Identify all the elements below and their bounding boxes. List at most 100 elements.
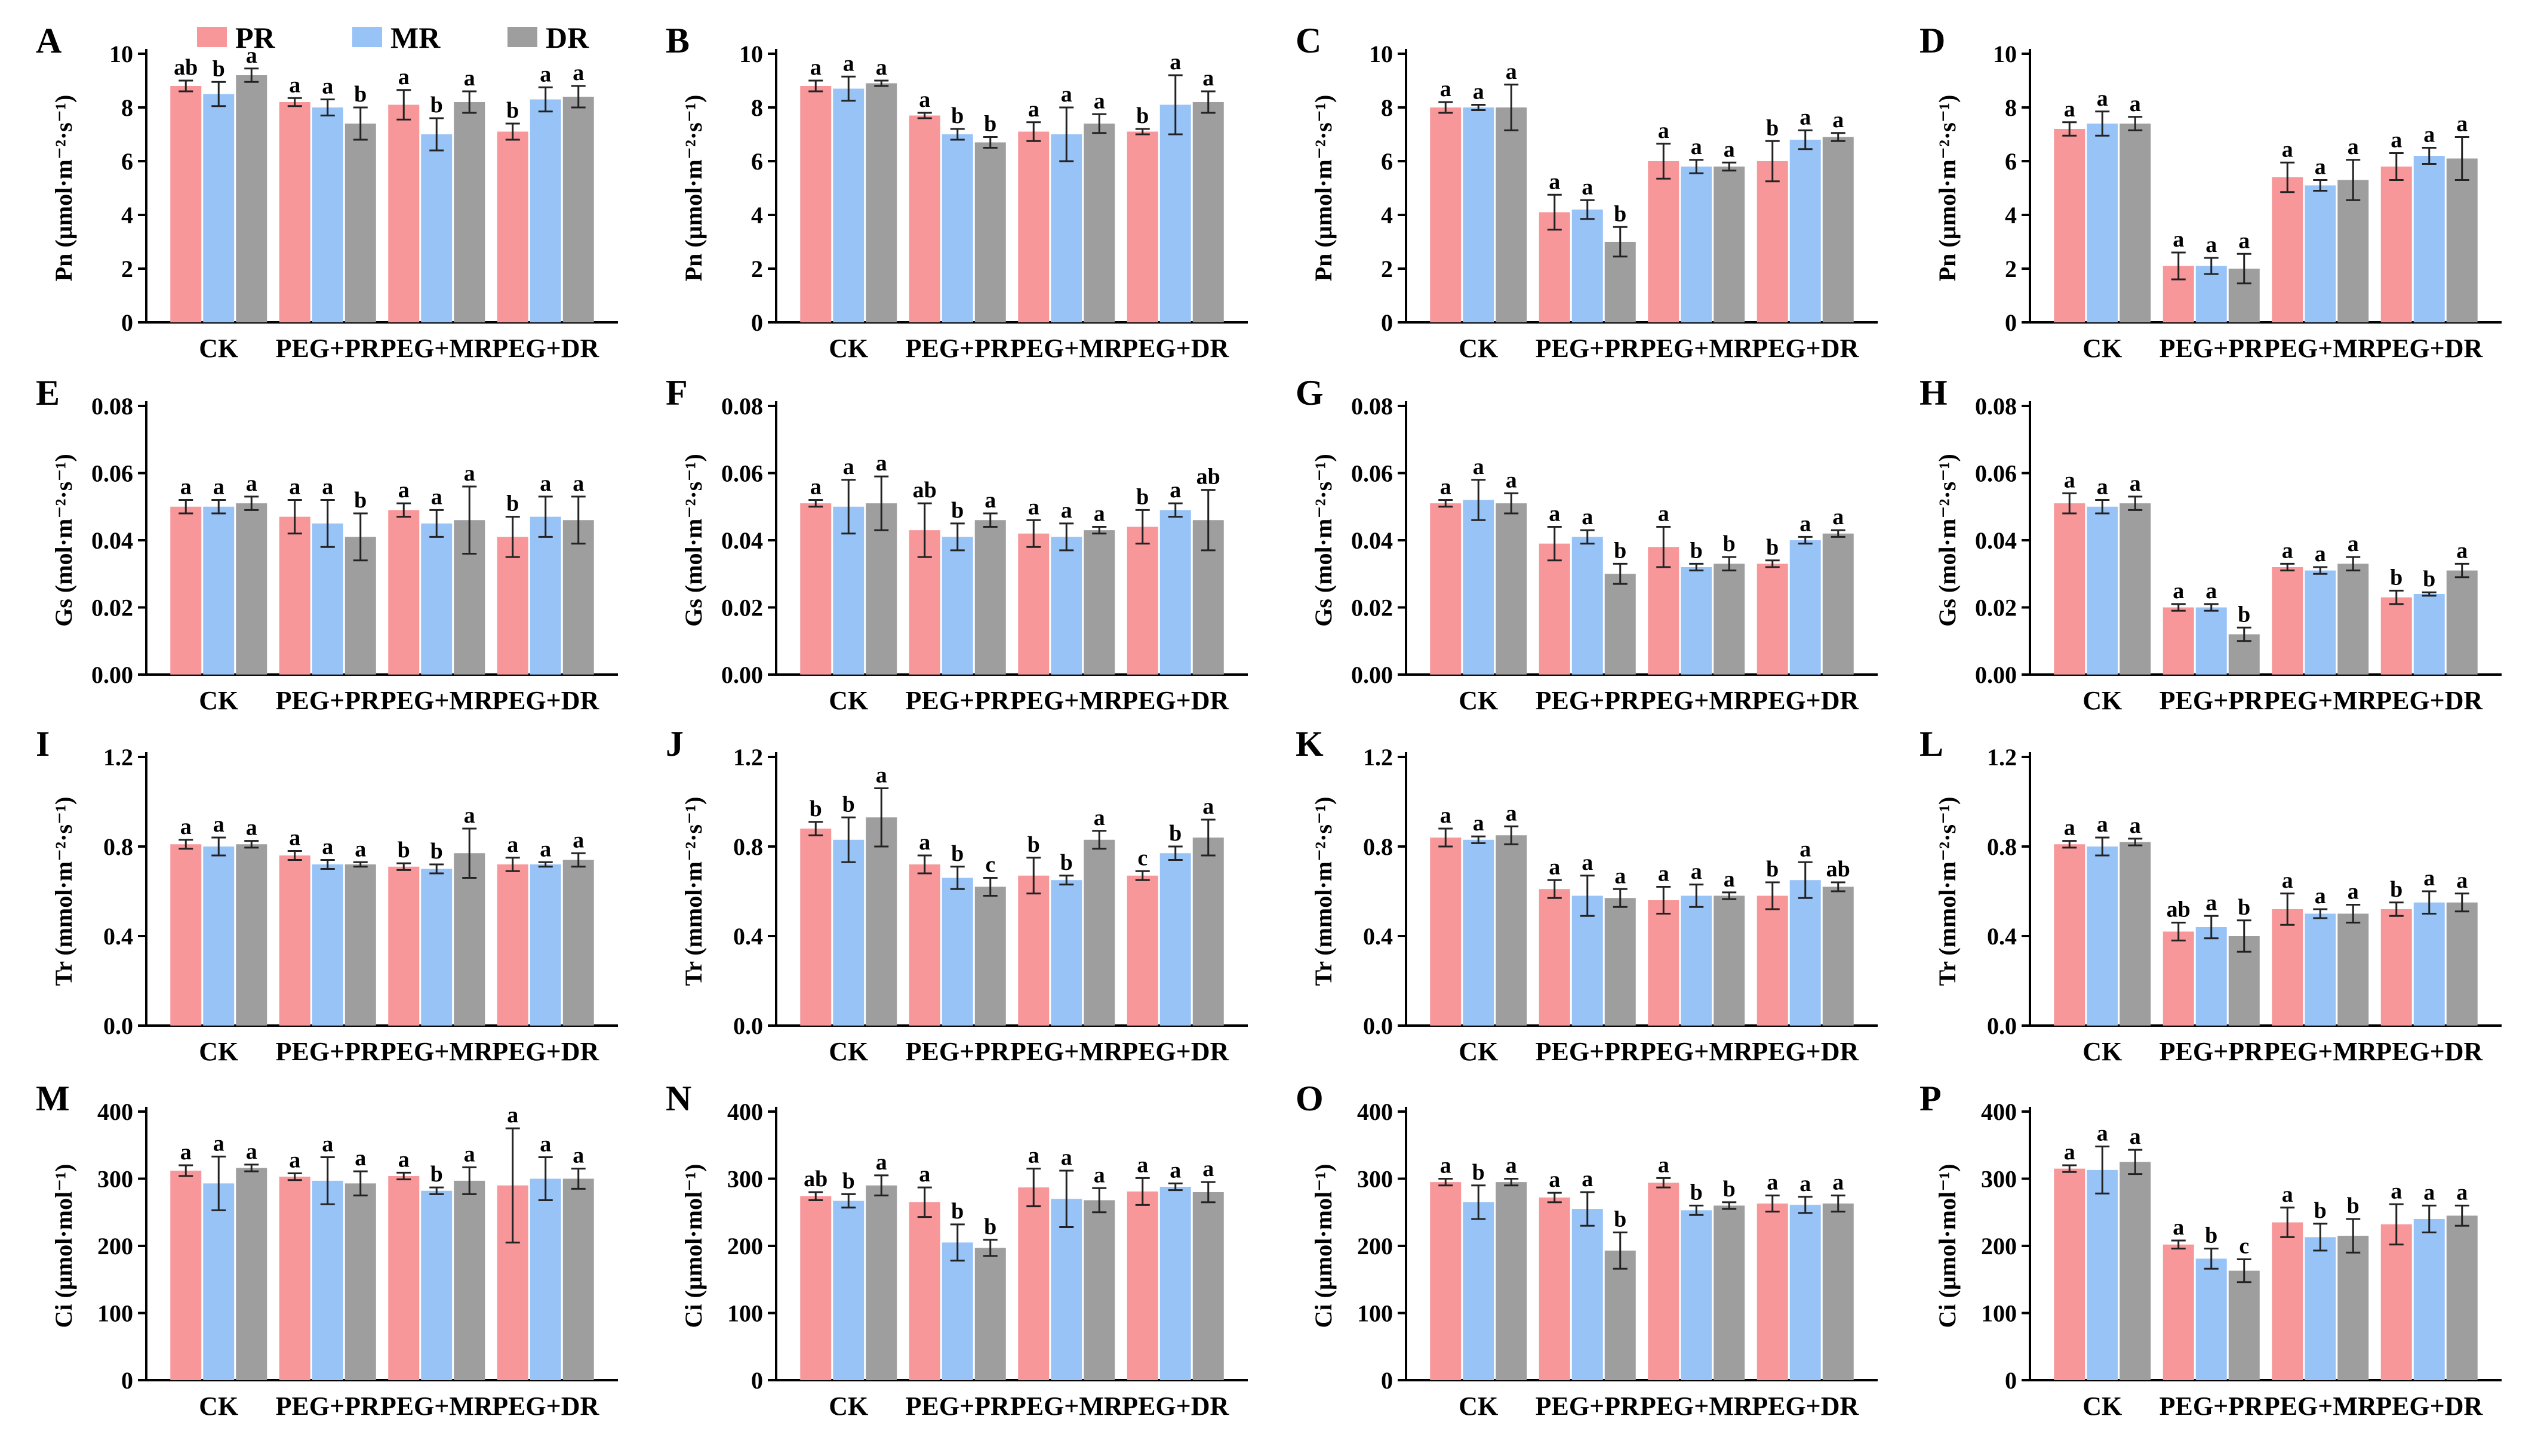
bar-pr-peg-dr: [497, 537, 528, 675]
x-tick-label-ck: CK: [2082, 686, 2122, 715]
significance-letter: a: [1061, 82, 1072, 107]
significance-letter: b: [2347, 1193, 2360, 1218]
y-tick-label: 2: [121, 256, 133, 282]
y-axis-label: Pn (µmol·m⁻²·s⁻¹): [680, 95, 707, 282]
significance-letter: a: [507, 1103, 518, 1128]
x-tick-label-peg-mr: PEG+MR: [2264, 1392, 2377, 1421]
bar-pr-peg-pr: [909, 115, 940, 322]
bar-dr-ck: [236, 503, 267, 675]
panel-letter: C: [1296, 21, 1321, 60]
significance-letter: a: [1028, 97, 1039, 122]
significance-letter: a: [1440, 475, 1451, 500]
bar-dr-peg-dr: [2446, 1215, 2478, 1380]
bar-mr-peg-dr: [1789, 1205, 1821, 1380]
y-axis-label: Tr (mmol·m⁻²·s⁻¹): [1310, 797, 1337, 986]
significance-letter: a: [1028, 494, 1039, 519]
significance-letter: a: [2205, 890, 2217, 915]
y-tick-label: 0: [2005, 309, 2017, 336]
bar-dr-ck: [236, 1168, 267, 1380]
bar-mr-peg-pr: [2195, 266, 2227, 322]
significance-letter: b: [2238, 602, 2250, 627]
bar-pr-peg-dr: [1127, 875, 1158, 1026]
significance-letter: b: [951, 841, 964, 866]
bar-pr-ck: [800, 829, 832, 1026]
significance-letter: a: [810, 475, 822, 500]
y-tick-label: 0.02: [1975, 595, 2017, 621]
x-tick-label-peg-pr: PEG+PR: [1536, 1392, 1640, 1421]
x-tick-label-ck: CK: [1459, 1037, 1498, 1066]
bar-mr-peg-pr: [942, 1242, 973, 1380]
bar-pr-peg-pr: [279, 855, 310, 1026]
x-tick-label-peg-dr: PEG+DR: [1122, 1392, 1229, 1421]
x-tick-label-peg-pr: PEG+PR: [906, 1392, 1010, 1421]
y-tick-label: 0.02: [721, 595, 763, 621]
bar-mr-ck: [1463, 107, 1494, 322]
bar-mr-ck: [2087, 1169, 2118, 1380]
significance-letter: a: [398, 64, 410, 90]
y-tick-label: 2: [2005, 256, 2017, 282]
bar-dr-ck: [866, 817, 897, 1026]
significance-letter: a: [1170, 478, 1181, 503]
significance-letter: ab: [174, 55, 198, 80]
bar-dr-peg-dr: [1192, 102, 1224, 322]
bar-pr-peg-pr: [1539, 1198, 1570, 1380]
significance-letter: a: [246, 471, 257, 496]
significance-letter: b: [354, 488, 367, 513]
bar-mr-peg-dr: [1159, 104, 1191, 322]
significance-letter: a: [1658, 501, 1669, 527]
x-tick-label-peg-mr: PEG+MR: [1640, 1037, 1754, 1066]
panel-letter: G: [1296, 373, 1324, 413]
bar-mr-peg-mr: [1681, 167, 1712, 322]
bar-dr-peg-dr: [2446, 570, 2478, 675]
significance-letter: a: [398, 478, 410, 503]
significance-letter: a: [1473, 79, 1484, 104]
significance-letter: b: [1766, 115, 1779, 140]
bar-dr-peg-pr: [344, 1183, 376, 1380]
significance-letter: a: [180, 475, 192, 500]
significance-letter: a: [2064, 467, 2075, 492]
panel-letter: P: [1919, 1079, 1942, 1118]
significance-letter: a: [1614, 863, 1626, 888]
bar-dr-ck: [236, 75, 267, 322]
significance-letter: a: [1724, 137, 1735, 162]
bar-pr-ck: [2054, 129, 2085, 322]
y-tick-label: 1.2: [1987, 744, 2017, 771]
bar-pr-ck: [170, 844, 202, 1026]
bar-dr-peg-pr: [974, 1248, 1006, 1380]
significance-letter: a: [1658, 861, 1669, 886]
x-tick-label-peg-mr: PEG+MR: [1010, 1392, 1124, 1421]
y-tick-label: 10: [1369, 41, 1393, 67]
bar-pr-peg-pr: [279, 1177, 310, 1380]
significance-letter: a: [1658, 118, 1669, 143]
panel-letter: A: [36, 21, 61, 60]
significance-letter: a: [398, 1147, 410, 1172]
significance-letter: a: [2456, 538, 2468, 563]
bar-pr-ck: [1430, 838, 1462, 1026]
legend-label-mr: MR: [390, 21, 441, 54]
panel-e: E 0.00 0.02 0.04 0.06 0.08 Gs (mol·m⁻²·s⁻¹) CK a…: [36, 373, 618, 715]
bar-pr-peg-pr: [279, 102, 310, 322]
significance-letter: a: [1832, 107, 1844, 133]
x-tick-label-peg-mr: PEG+MR: [380, 686, 494, 715]
bar-dr-ck: [236, 844, 267, 1026]
y-tick-label: 0.0: [1363, 1012, 1393, 1039]
significance-letter: a: [573, 471, 584, 496]
bar-mr-ck: [833, 1200, 865, 1380]
bar-mr-peg-pr: [2195, 927, 2227, 1026]
y-tick-label: 0.4: [103, 923, 133, 950]
significance-letter: a: [289, 826, 300, 851]
significance-letter: a: [1724, 867, 1735, 892]
legend-swatch-pr: [197, 27, 227, 47]
bar-dr-peg-mr: [1714, 1205, 1745, 1380]
bar-dr-peg-pr: [344, 124, 376, 322]
bar-mr-peg-mr: [1681, 567, 1712, 675]
bar-mr-peg-mr: [1051, 537, 1082, 675]
bar-dr-peg-pr: [1604, 1250, 1636, 1380]
bar-dr-peg-dr: [1192, 838, 1224, 1026]
significance-letter: b: [2205, 1223, 2217, 1248]
bar-dr-peg-mr: [1714, 564, 1745, 675]
significance-letter: a: [2315, 155, 2326, 180]
y-tick-label: 200: [727, 1233, 763, 1260]
